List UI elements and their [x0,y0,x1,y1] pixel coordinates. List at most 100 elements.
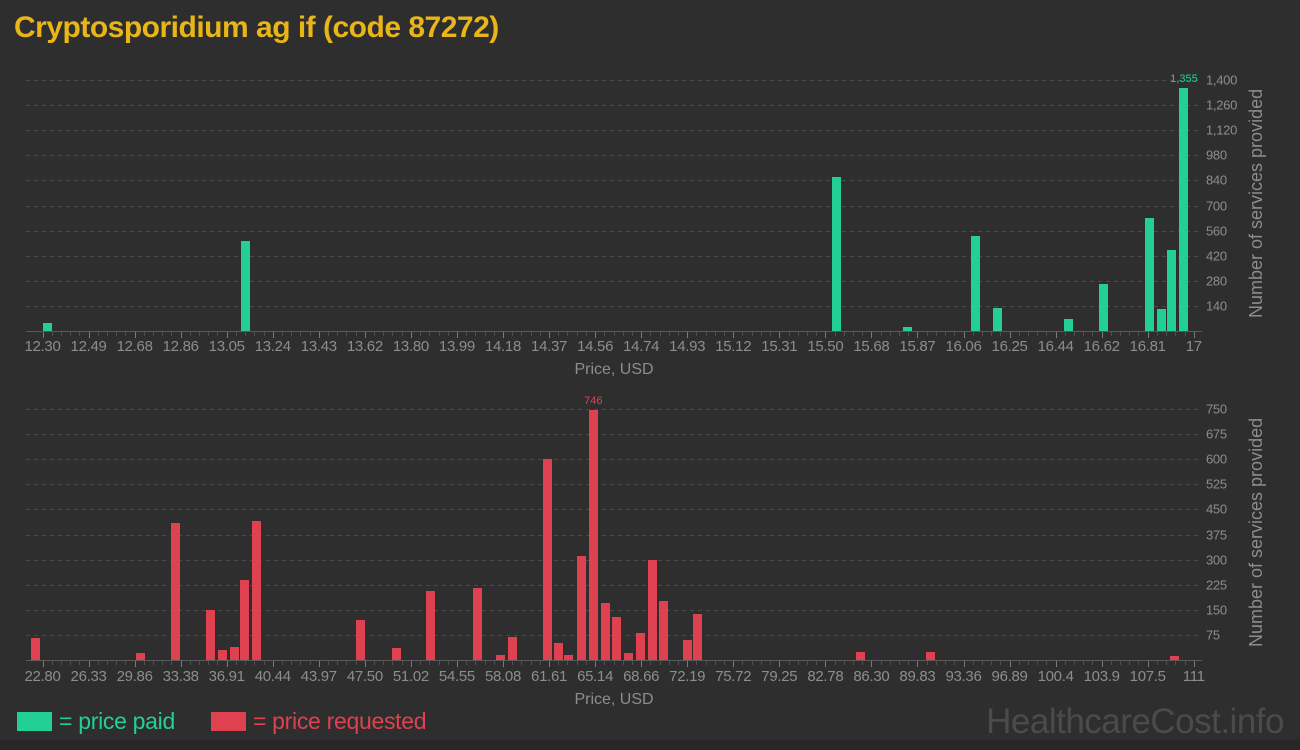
y-tick-label: 140 [1206,298,1227,314]
price-requested-bar[interactable] [693,614,703,660]
minor-tick [189,332,191,336]
minor-tick [724,332,726,336]
price-requested-bar[interactable] [635,633,645,660]
minor-tick [714,332,716,336]
price-paid-bar[interactable] [902,327,912,331]
price-requested-bar[interactable] [240,579,250,660]
major-tick [1147,661,1149,667]
price-requested-bar[interactable] [624,653,634,660]
gridline [26,609,1202,611]
minor-tick [1027,332,1029,336]
price-requested-bar[interactable] [682,639,692,660]
price-paid-bar[interactable] [1064,319,1074,331]
major-tick [917,661,919,667]
x-tick-label: 16.06 [945,338,982,355]
price-requested-bar[interactable] [856,651,866,660]
minor-tick [806,332,808,336]
price-requested-bar[interactable] [356,619,366,660]
price-requested-bar[interactable] [229,646,239,660]
minor-tick [97,332,99,336]
minor-tick [816,661,818,665]
price-paid-bar[interactable] [1157,308,1167,331]
price-requested-bar[interactable] [925,651,935,660]
minor-tick [125,332,127,336]
minor-tick [991,661,993,665]
major-tick [503,661,504,667]
price-requested-bar[interactable] [553,643,563,660]
price-requested-bar[interactable] [31,638,41,660]
minor-tick [659,332,661,336]
gridline [26,459,1202,461]
major-tick [42,661,44,667]
price-requested-bar[interactable] [252,521,262,660]
minor-tick [751,661,753,665]
x-tick-label: 22.80 [24,668,61,685]
minor-tick [1184,332,1186,336]
x-tick-label: 68.66 [623,668,660,685]
major-tick [779,332,781,338]
minor-tick [677,332,679,336]
x-tick-label: 12.49 [70,338,107,355]
price-requested-bar[interactable] [659,601,669,660]
price-requested-bar[interactable] [1169,655,1179,660]
price-requested-bar[interactable] [218,649,228,660]
price-paid-bar[interactable] [241,241,251,331]
price-requested-bar[interactable] [577,556,587,660]
minor-tick [309,332,311,336]
price-requested-bar[interactable] [612,616,622,660]
minor-tick [908,661,910,665]
y-tick-label: 375 [1206,527,1227,542]
price-paid-bar[interactable] [1167,250,1177,331]
price-requested-bar[interactable] [564,654,574,660]
gridline [26,305,1202,307]
major-tick [410,332,412,338]
price-requested-bar[interactable] [543,459,553,660]
x-tick-label: 15.87 [899,338,936,355]
minor-tick [281,661,283,665]
minor-tick [245,332,247,336]
minor-tick [567,332,569,336]
price-requested-bar[interactable] [171,522,181,660]
y-tick-label: 75 [1206,627,1220,643]
minor-tick [116,332,118,336]
x-tick-label: 79.25 [761,668,798,685]
minor-tick [51,661,53,665]
minor-tick [935,332,937,336]
minor-tick [1046,332,1048,336]
minor-tick [576,332,578,336]
price-requested-bar[interactable] [472,588,482,660]
price-paid-bar[interactable] [1179,88,1189,331]
price-paid-bar[interactable] [42,322,52,331]
gridline [26,155,1202,157]
price-requested-bar[interactable] [496,654,506,660]
price-requested-bar[interactable] [391,648,401,660]
price-paid-bar[interactable] [993,307,1003,331]
price-paid-bar[interactable] [831,176,841,331]
minor-tick [199,661,201,665]
minor-tick [106,661,108,665]
x-tick-label: 103.9 [1083,668,1120,685]
price-requested-bar[interactable] [135,653,145,660]
minor-tick [677,661,679,665]
minor-tick [447,661,449,665]
price-paid-bar[interactable] [971,235,981,331]
minor-tick [1166,332,1168,336]
price-requested-bar[interactable] [647,559,657,660]
price-requested-bar[interactable] [600,603,610,660]
x-tick-label: 13.24 [254,338,291,355]
minor-tick [843,661,845,665]
major-tick [1101,661,1103,667]
price-paid-bar[interactable] [1098,283,1108,331]
price-paid-bar[interactable] [1145,218,1155,331]
minor-tick [1074,661,1076,665]
x-tick-label: 15.31 [761,338,798,355]
minor-tick [1037,332,1039,336]
minor-tick [346,661,348,665]
price-requested-bar[interactable] [425,591,435,660]
price-requested-bar[interactable] [588,410,598,660]
price-requested-bar[interactable] [206,609,216,660]
price-requested-bar[interactable] [507,636,517,660]
minor-tick [125,661,127,665]
gridline [26,180,1202,182]
minor-tick [724,661,726,665]
